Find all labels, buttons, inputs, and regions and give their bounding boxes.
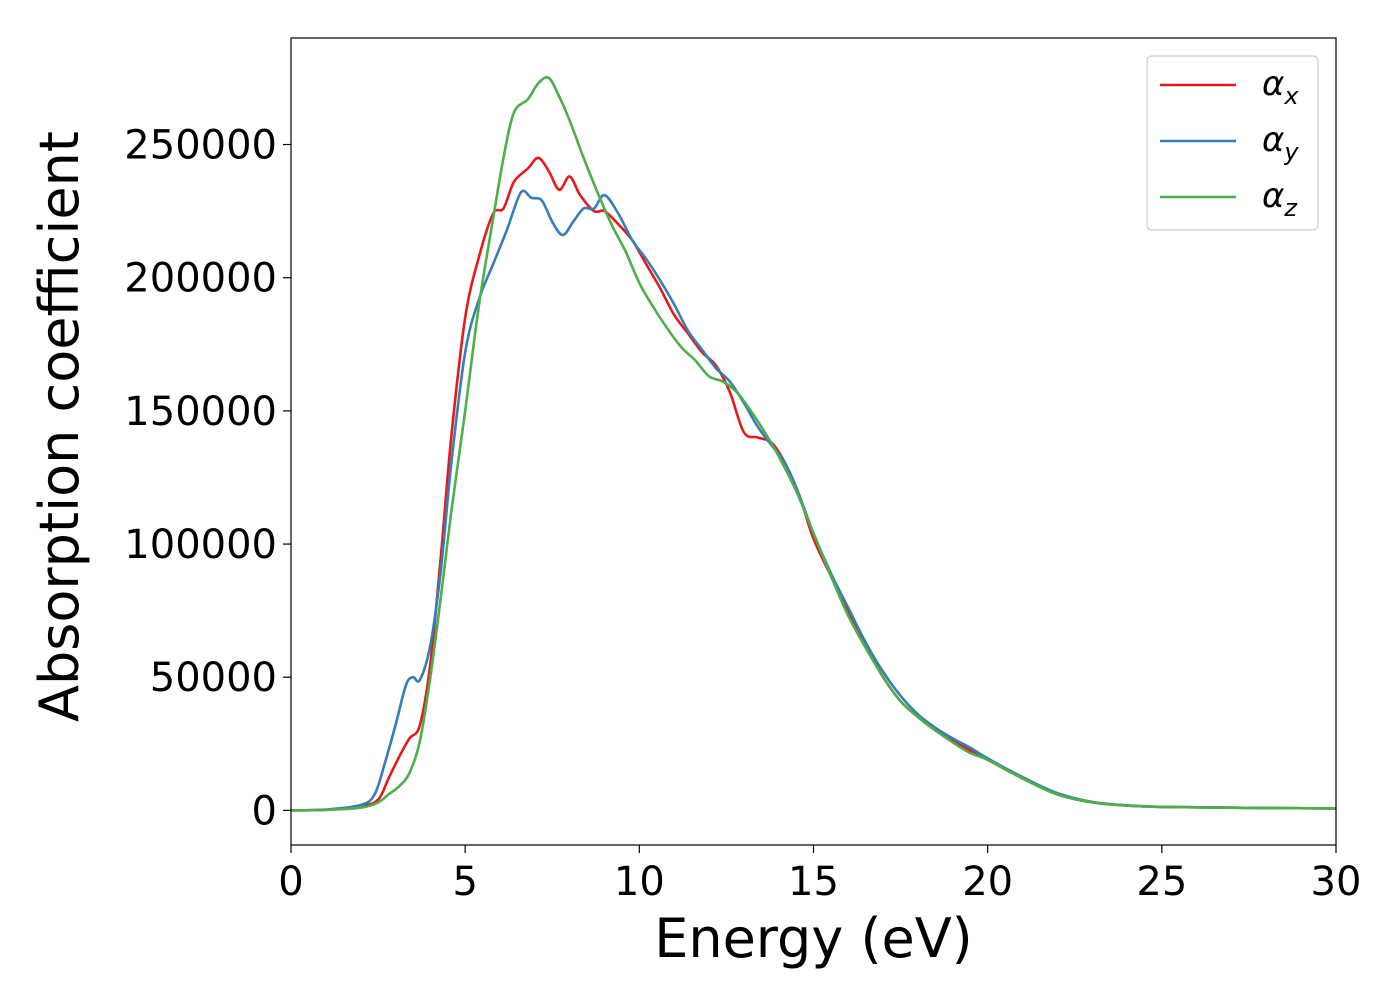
y-tick-label: 50000 — [150, 655, 277, 701]
x-tick-label: 15 — [788, 859, 839, 905]
series-line-x — [291, 156, 1336, 812]
legend-label-x: αx — [1262, 64, 1299, 110]
x-tick-label: 20 — [962, 859, 1013, 905]
y-tick-label: 200000 — [124, 256, 277, 302]
y-axis-ticks: 0 50000 100000 150000 200000 250000 — [124, 123, 291, 834]
legend-label-z: αz — [1262, 176, 1298, 222]
x-tick-label: 10 — [614, 859, 665, 905]
series-line-z — [291, 76, 1336, 812]
x-axis-ticks: 0 5 10 15 20 25 30 — [278, 845, 1361, 905]
series-line-y — [291, 189, 1336, 812]
x-tick-label: 30 — [1311, 859, 1362, 905]
y-tick-label: 150000 — [124, 389, 277, 435]
x-tick-label: 25 — [1136, 859, 1187, 905]
legend: αx αy αz — [1146, 55, 1319, 231]
y-tick-label: 100000 — [124, 522, 277, 568]
legend-box — [1146, 55, 1319, 231]
x-tick-label: 0 — [278, 859, 303, 905]
y-tick-label: 0 — [252, 788, 277, 834]
x-axis-title: Energy (eV) — [654, 907, 973, 970]
legend-label-y: αy — [1262, 120, 1299, 166]
x-tick-label: 5 — [452, 859, 477, 905]
y-axis-title: Absorption coefficient — [28, 131, 91, 722]
y-tick-label: 250000 — [124, 123, 277, 169]
series-lines — [291, 76, 1336, 812]
